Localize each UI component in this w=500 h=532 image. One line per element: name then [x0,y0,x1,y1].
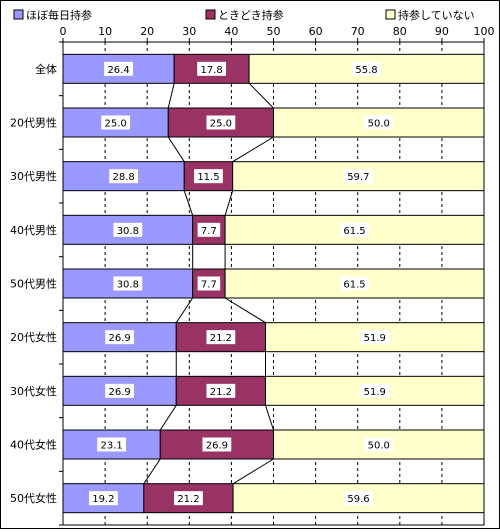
data-label-bg [197,222,221,237]
data-label-bg [202,437,232,452]
legend-swatch-2 [205,9,216,20]
data-label: 26.9 [108,333,130,344]
data-label: 23.1 [100,441,122,452]
data-label: 61.5 [343,280,365,291]
data-label-bg [360,330,390,345]
series-line [183,190,194,216]
category-label: 40代女性 [10,438,57,452]
x-tick-label: 50 [267,25,281,38]
data-label: 7.7 [201,226,217,237]
data-label: 21.2 [177,494,199,505]
category-label: 20代女性 [10,330,57,344]
data-label: 51.9 [364,333,386,344]
category-label: 30代男性 [10,169,57,183]
series-line [175,297,194,323]
category-label: 30代女性 [10,384,57,398]
series-line [167,136,185,162]
legend-swatch-1 [13,9,24,20]
data-label-bg [352,61,381,76]
data-label-bg [364,437,394,452]
data-label-bg [206,330,236,345]
data-label: 26.9 [108,387,130,398]
bar-segment [183,161,234,192]
legend-label-3: 持参していない [398,8,475,22]
data-label-bg [174,491,203,506]
x-tick-label: 10 [98,25,112,38]
plot-border [62,41,485,526]
data-label-bg [197,61,227,76]
x-tick-label: 0 [60,25,67,38]
data-label: 50.0 [368,119,390,130]
data-label: 28.8 [112,172,134,183]
data-label-bg [109,169,139,184]
data-label-bg [360,383,390,398]
data-label: 59.7 [347,172,369,183]
x-tick-label: 60 [309,25,323,38]
data-label: 51.9 [364,387,386,398]
x-tick-label: 20 [140,25,154,38]
x-tick-label: 100 [474,25,495,38]
data-label: 26.4 [107,65,129,76]
data-label-bg [105,330,135,345]
data-label: 30.8 [117,280,139,291]
data-label-bg [101,115,131,130]
bar-segment [248,53,485,84]
data-label: 26.9 [206,441,228,452]
data-label-bg [97,437,127,452]
data-label-bg [344,491,373,506]
data-label: 55.8 [355,65,377,76]
data-label-bg [343,169,373,184]
category-label: 全体 [35,62,57,76]
data-label: 59.6 [347,494,369,505]
series-line [224,190,234,216]
data-label: 11.5 [197,172,219,183]
series-line [143,458,161,484]
data-label-bg [206,115,236,130]
data-label: 50.0 [368,441,390,452]
data-label-bg [197,276,221,291]
data-label: 30.8 [117,226,139,237]
data-label-bg [113,276,143,291]
legend-label-1: ほぼ毎日持参 [26,8,92,22]
data-label: 25.0 [104,119,126,130]
series-line [265,405,274,431]
series-line [159,405,177,431]
category-label: 50代男性 [10,277,57,291]
data-label-bg [89,491,118,506]
category-label: 20代男性 [10,116,57,130]
data-label: 17.8 [200,65,222,76]
series-line [232,458,274,485]
data-label-bg [194,169,223,184]
data-label-bg [105,383,135,398]
data-label: 21.2 [210,387,232,398]
series-line [224,297,266,324]
data-label: 19.2 [92,494,114,505]
data-label-bg [340,276,369,291]
series-line [248,82,274,109]
data-label: 21.2 [210,333,232,344]
data-label-bg [113,222,143,237]
x-tick-label: 40 [224,25,238,38]
x-tick-label: 70 [351,25,365,38]
series-line [232,136,274,163]
legend-swatch-3 [385,9,396,20]
data-label: 7.7 [201,280,217,291]
data-label-bg [104,61,133,76]
data-label-bg [364,115,394,130]
series-line [167,83,175,109]
data-label-bg [206,383,236,398]
data-label: 25.0 [210,119,232,130]
category-label: 50代女性 [10,491,57,505]
x-tick-label: 30 [182,25,196,38]
x-tick-label: 90 [435,25,449,38]
data-label-bg [340,222,369,237]
x-tick-label: 80 [393,25,407,38]
legend-label-2: ときどき持参 [218,8,284,22]
data-label: 61.5 [343,226,365,237]
category-label: 40代男性 [10,223,57,237]
